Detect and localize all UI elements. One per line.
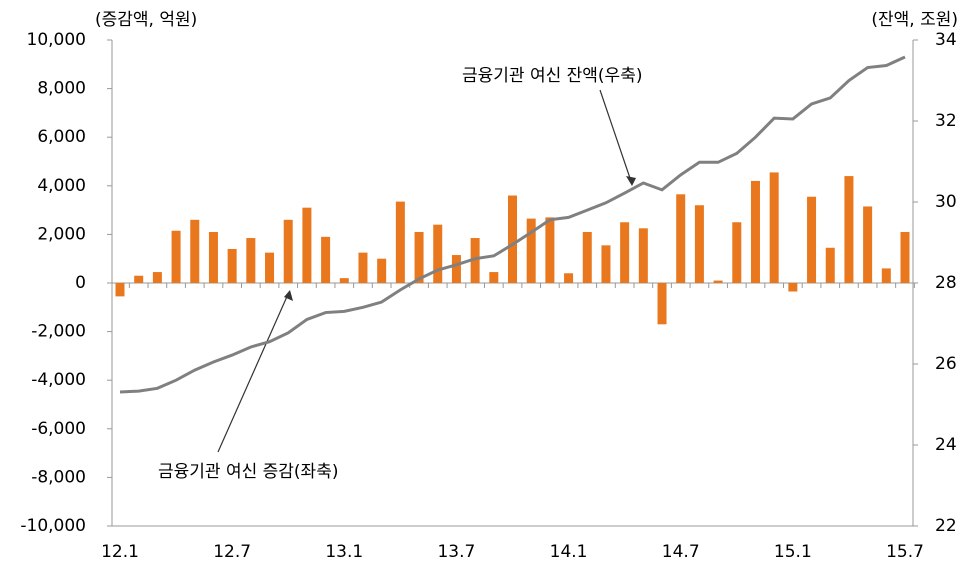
x-tick-label: 15.7	[886, 542, 924, 562]
bar	[395, 201, 405, 283]
bar	[732, 222, 742, 283]
y-tick-label: -8,000	[31, 467, 86, 487]
bar	[358, 252, 368, 283]
y2-axis-label: (잔액, 조원)	[871, 10, 958, 30]
line	[119, 55, 906, 394]
bar	[377, 258, 387, 283]
y2-tick-label: 34	[935, 30, 957, 50]
bar	[134, 275, 144, 283]
bar	[339, 278, 349, 283]
x-tick-label: 14.1	[550, 542, 588, 562]
y-tick-label: 6,000	[37, 127, 86, 147]
bar	[246, 238, 256, 283]
y2-tick-label: 32	[935, 111, 957, 131]
series-label: 금융기관 여신 증감(좌축)	[158, 462, 338, 482]
bar	[545, 217, 555, 283]
bar	[676, 194, 686, 283]
y2-tick-label: 30	[935, 192, 957, 212]
bar	[844, 176, 854, 283]
bar	[526, 218, 536, 283]
bar	[433, 224, 443, 283]
x-tick-label: 12.7	[213, 542, 251, 562]
x-tick-label: 15.1	[774, 542, 812, 562]
y2-tick-label: 28	[935, 273, 957, 293]
bar	[750, 180, 760, 283]
bar	[152, 272, 162, 283]
bar	[620, 222, 630, 283]
bar	[657, 283, 667, 325]
y2-tick-label: 24	[935, 435, 957, 455]
y-axis-label: (증감액, 억원)	[95, 10, 197, 30]
bar	[321, 236, 331, 283]
bar	[190, 219, 200, 283]
y-tick-label: 4,000	[37, 176, 86, 196]
bar	[694, 205, 704, 283]
bar	[769, 172, 779, 283]
x-tick-label: 12.1	[101, 542, 139, 562]
annotation-arrow	[599, 89, 633, 185]
bar	[115, 283, 125, 297]
bar	[601, 245, 611, 283]
bar	[564, 273, 574, 283]
bar	[414, 231, 424, 283]
bar	[208, 231, 218, 283]
bar	[283, 219, 293, 283]
bar	[881, 268, 891, 283]
y-tick-label: 0	[75, 273, 86, 293]
arrow-head	[626, 176, 636, 186]
series-label: 금융기관 여신 잔액(우축)	[462, 66, 642, 86]
y-tick-label: -10,000	[20, 516, 86, 536]
bar	[807, 196, 817, 283]
y2-tick-label: 22	[935, 516, 957, 536]
bar	[788, 283, 798, 292]
bar	[470, 238, 480, 283]
bar	[508, 195, 517, 283]
bar	[638, 228, 648, 283]
bar	[451, 255, 461, 283]
bar	[489, 272, 499, 283]
bar	[900, 231, 910, 283]
x-tick-label: 14.7	[662, 542, 700, 562]
bar	[265, 252, 275, 283]
bar	[227, 248, 237, 283]
annotation-arrow	[217, 291, 290, 453]
x-tick-label: 13.7	[437, 542, 475, 562]
y-tick-label: 10,000	[27, 30, 86, 50]
bar	[863, 206, 873, 283]
arrow-head	[284, 290, 293, 301]
y-tick-label: 8,000	[37, 79, 86, 99]
y-tick-label: -6,000	[31, 419, 86, 439]
bar	[713, 280, 723, 283]
y-tick-label: 2,000	[37, 224, 86, 244]
y2-tick-label: 26	[935, 354, 957, 374]
bar	[582, 231, 592, 283]
x-tick-label: 13.1	[325, 542, 363, 562]
y-tick-label: -4,000	[31, 370, 86, 390]
bar	[825, 247, 835, 283]
y-tick-label: -2,000	[31, 322, 86, 342]
bar	[302, 207, 312, 283]
bar	[171, 230, 181, 283]
